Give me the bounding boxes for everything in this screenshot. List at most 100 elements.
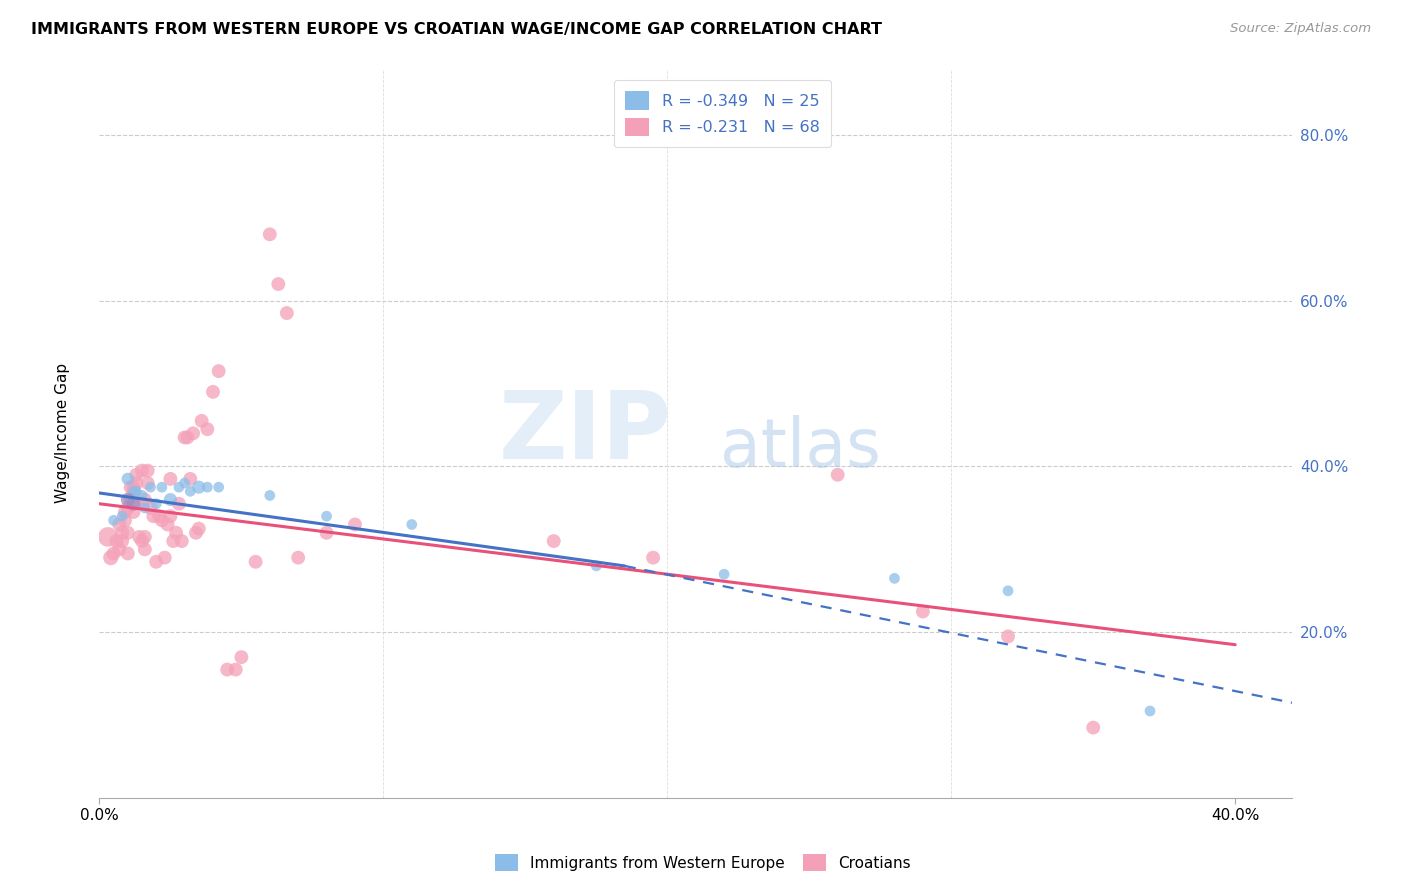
Point: [117, 472, 139, 486]
Point: [184, 525, 207, 540]
Point: [173, 476, 195, 491]
Text: atlas: atlas: [720, 415, 880, 481]
Text: IMMIGRANTS FROM WESTERN EUROPE VS CROATIAN WAGE/INCOME GAP CORRELATION CHART: IMMIGRANTS FROM WESTERN EUROPE VS CROATI…: [31, 22, 882, 37]
Point: [195, 422, 218, 436]
Point: [187, 522, 209, 536]
Point: [122, 505, 145, 519]
Point: [276, 306, 298, 320]
Point: [287, 550, 309, 565]
Point: [245, 555, 267, 569]
Point: [267, 277, 290, 291]
Point: [136, 476, 159, 491]
Legend: R = -0.349   N = 25, R = -0.231   N = 68: R = -0.349 N = 25, R = -0.231 N = 68: [614, 80, 831, 147]
Point: [401, 517, 423, 532]
Point: [117, 492, 139, 507]
Point: [139, 480, 162, 494]
Point: [315, 525, 337, 540]
Point: [543, 534, 565, 549]
Point: [120, 480, 142, 494]
Legend: Immigrants from Western Europe, Croatians: Immigrants from Western Europe, Croatian…: [489, 848, 917, 877]
Point: [190, 414, 212, 428]
Point: [173, 430, 195, 444]
Point: [111, 534, 134, 549]
Point: [145, 497, 167, 511]
Point: [103, 513, 125, 527]
Point: [225, 663, 247, 677]
Point: [643, 550, 665, 565]
Point: [134, 500, 156, 515]
Point: [105, 534, 128, 549]
Point: [108, 517, 131, 532]
Point: [122, 484, 145, 499]
Point: [231, 650, 253, 665]
Point: [156, 517, 179, 532]
Point: [120, 492, 142, 507]
Point: [208, 364, 231, 378]
Point: [259, 227, 281, 242]
Point: [201, 384, 224, 399]
Point: [167, 480, 190, 494]
Point: [176, 430, 198, 444]
Text: Source: ZipAtlas.com: Source: ZipAtlas.com: [1230, 22, 1371, 36]
Point: [117, 525, 139, 540]
Point: [103, 547, 125, 561]
Point: [911, 605, 934, 619]
Point: [997, 583, 1019, 598]
Point: [111, 509, 134, 524]
Point: [114, 513, 136, 527]
Point: [883, 571, 905, 585]
Point: [131, 497, 153, 511]
Point: [128, 530, 150, 544]
Point: [108, 542, 131, 557]
Point: [125, 476, 148, 491]
Point: [159, 492, 181, 507]
Point: [139, 500, 162, 515]
Point: [148, 509, 170, 524]
Point: [1083, 721, 1105, 735]
Point: [170, 534, 193, 549]
Point: [585, 558, 607, 573]
Point: [315, 509, 337, 524]
Point: [162, 534, 184, 549]
Point: [150, 513, 173, 527]
Point: [100, 550, 122, 565]
Point: [122, 484, 145, 499]
Point: [165, 525, 187, 540]
Point: [131, 488, 153, 502]
Point: [167, 497, 190, 511]
Point: [153, 550, 176, 565]
Point: [179, 472, 201, 486]
Point: [114, 505, 136, 519]
Point: [142, 509, 165, 524]
Point: [125, 467, 148, 482]
Y-axis label: Wage/Income Gap: Wage/Income Gap: [55, 363, 70, 503]
Point: [181, 426, 204, 441]
Point: [97, 530, 120, 544]
Point: [150, 480, 173, 494]
Point: [134, 542, 156, 557]
Point: [179, 484, 201, 499]
Point: [159, 509, 181, 524]
Point: [136, 464, 159, 478]
Point: [125, 484, 148, 499]
Point: [343, 517, 366, 532]
Point: [187, 480, 209, 494]
Point: [195, 480, 218, 494]
Point: [111, 525, 134, 540]
Point: [827, 467, 849, 482]
Point: [134, 492, 156, 507]
Point: [122, 480, 145, 494]
Point: [117, 547, 139, 561]
Point: [134, 530, 156, 544]
Point: [122, 497, 145, 511]
Point: [713, 567, 735, 582]
Point: [131, 534, 153, 549]
Text: ZIP: ZIP: [499, 387, 672, 479]
Point: [145, 555, 167, 569]
Point: [117, 500, 139, 515]
Point: [1139, 704, 1161, 718]
Point: [131, 464, 153, 478]
Point: [217, 663, 239, 677]
Point: [259, 488, 281, 502]
Point: [997, 629, 1019, 643]
